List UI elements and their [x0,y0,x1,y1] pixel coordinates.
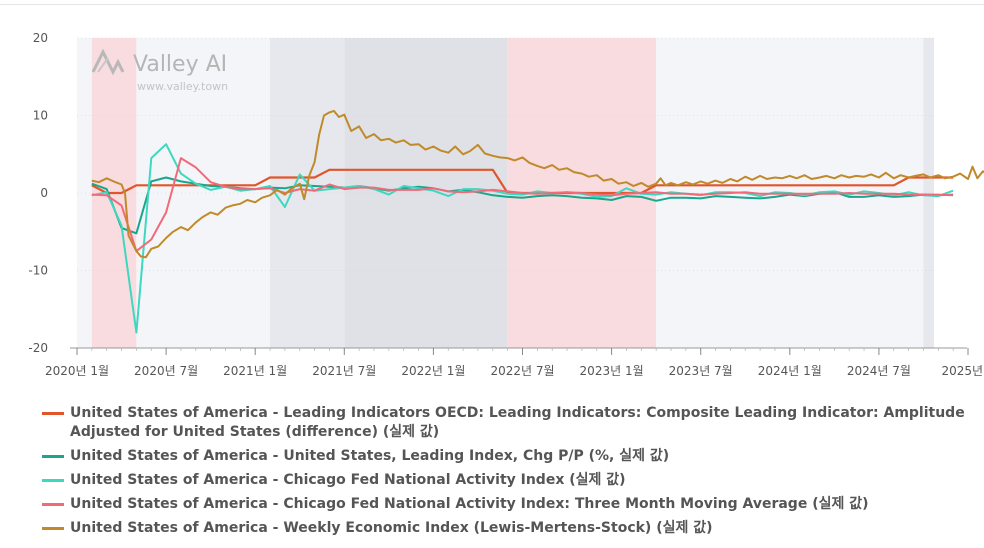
y-tick-label: 10 [33,109,48,123]
y-axis: 20 10 0 -10 -20 [28,31,48,355]
y-tick-label: -10 [28,264,48,278]
chart: Valley AI www.valley.town 20 10 0 -10 -20 20… [0,0,984,400]
x-axis: 2020년 1월 2020년 7월 2021년 1월 2021년 7월 2022년 1월… [45,348,984,378]
legend-item-2[interactable]: United States of America - United States… [42,447,972,466]
x-tick-label: 2021년 1월 [223,364,287,378]
x-tick-label: 2023년 1월 [580,364,644,378]
legend-item-3[interactable]: United States of America - Chicago Fed N… [42,471,972,490]
x-tick-label: 2025년... [941,364,984,378]
legend-label: United States of America - Chicago Fed N… [70,471,626,490]
x-tick-label: 2024년 7월 [847,364,911,378]
watermark-brand: Valley AI [133,52,227,77]
legend-item-4[interactable]: United States of America - Chicago Fed N… [42,495,972,514]
x-tick-label: 2020년 1월 [45,364,109,378]
x-tick-label: 2021년 7월 [312,364,376,378]
legend-label: United States of America - Weekly Econom… [70,519,713,538]
x-tick-label: 2024년 1월 [758,364,822,378]
legend-label: United States of America - Leading Indic… [70,404,972,442]
legend-swatch [42,503,64,506]
x-tick-label: 2023년 7월 [669,364,733,378]
y-tick-label: 0 [40,186,48,200]
x-tick-label: 2022년 7월 [490,364,554,378]
x-tick-label: 2020년 7월 [134,364,198,378]
legend-swatch [42,479,64,482]
legend-item-1[interactable]: United States of America - Leading Indic… [42,404,972,442]
legend-swatch [42,412,64,415]
legend-item-5[interactable]: United States of America - Weekly Econom… [42,519,972,538]
x-tick-label: 2022년 1월 [401,364,465,378]
legend: United States of America - Leading Indic… [42,404,972,543]
legend-swatch [42,527,64,530]
legend-swatch [42,455,64,458]
y-tick-label: 20 [33,31,48,45]
watermark-url: www.valley.town [137,80,228,93]
legend-label: United States of America - Chicago Fed N… [70,495,869,514]
y-tick-label: -20 [28,341,48,355]
legend-label: United States of America - United States… [70,447,669,466]
